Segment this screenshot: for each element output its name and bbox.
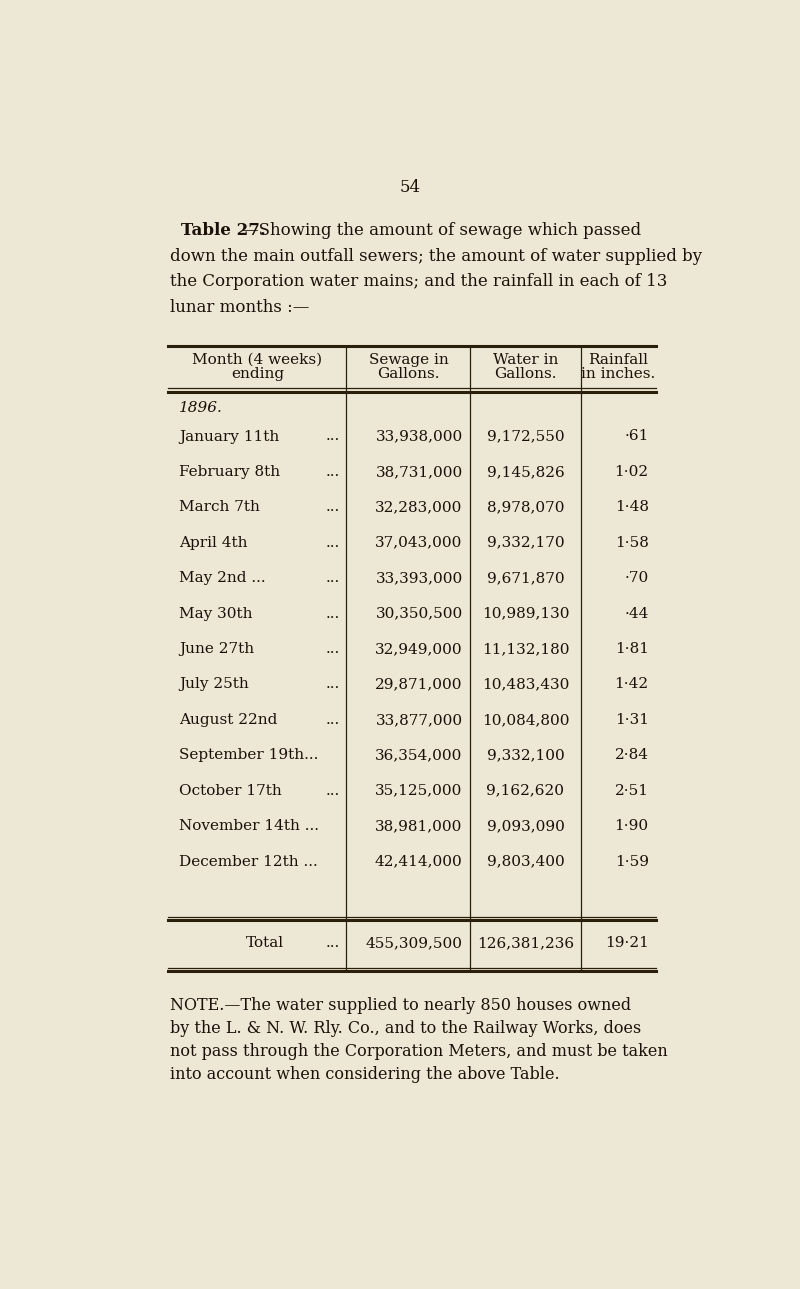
Text: in inches.: in inches.: [582, 367, 656, 382]
Text: by the L. & N. W. Rly. Co., and to the Railway Works, does: by the L. & N. W. Rly. Co., and to the R…: [170, 1020, 641, 1038]
Text: ·61: ·61: [624, 429, 649, 443]
Text: 42,414,000: 42,414,000: [375, 855, 462, 869]
Text: 9,671,870: 9,671,870: [486, 571, 564, 585]
Text: 33,393,000: 33,393,000: [375, 571, 462, 585]
Text: 8,978,070: 8,978,070: [486, 500, 564, 514]
Text: 1·81: 1·81: [614, 642, 649, 656]
Text: 11,132,180: 11,132,180: [482, 642, 570, 656]
Text: May 30th: May 30th: [179, 607, 253, 620]
Text: March 7th: March 7th: [179, 500, 260, 514]
Text: 33,938,000: 33,938,000: [375, 429, 462, 443]
Text: 33,877,000: 33,877,000: [375, 713, 462, 727]
Text: May 2nd ...: May 2nd ...: [179, 571, 266, 585]
Text: —Showing the amount of sewage which passed: —Showing the amount of sewage which pass…: [242, 223, 641, 240]
Text: 38,981,000: 38,981,000: [375, 819, 462, 833]
Text: the Corporation water mains; and the rainfall in each of 13: the Corporation water mains; and the rai…: [170, 273, 667, 290]
Text: ...: ...: [326, 500, 340, 514]
Text: 1·48: 1·48: [614, 500, 649, 514]
Text: 35,125,000: 35,125,000: [375, 784, 462, 798]
Text: Total: Total: [246, 936, 284, 950]
Text: down the main outfall sewers; the amount of water supplied by: down the main outfall sewers; the amount…: [170, 247, 702, 264]
Text: 455,309,500: 455,309,500: [366, 936, 462, 950]
Text: Gallons.: Gallons.: [378, 367, 440, 382]
Text: 9,145,826: 9,145,826: [486, 465, 564, 480]
Text: 32,949,000: 32,949,000: [375, 642, 462, 656]
Text: ...: ...: [326, 713, 340, 727]
Text: 1·58: 1·58: [615, 536, 649, 550]
Text: August 22nd: August 22nd: [179, 713, 278, 727]
Text: 29,871,000: 29,871,000: [375, 678, 462, 691]
Text: February 8th: February 8th: [179, 465, 280, 480]
Text: Table 27.: Table 27.: [182, 223, 266, 240]
Text: ·44: ·44: [624, 607, 649, 620]
Text: NOTE.—The water supplied to nearly 850 houses owned: NOTE.—The water supplied to nearly 850 h…: [170, 998, 631, 1014]
Text: 32,283,000: 32,283,000: [375, 500, 462, 514]
Text: 54: 54: [399, 178, 421, 196]
Text: 10,084,800: 10,084,800: [482, 713, 570, 727]
Text: 9,162,620: 9,162,620: [486, 784, 565, 798]
Text: Rainfall: Rainfall: [589, 353, 649, 366]
Text: Month (4 weeks): Month (4 weeks): [192, 353, 322, 366]
Text: 30,350,500: 30,350,500: [375, 607, 462, 620]
Text: ...: ...: [326, 536, 340, 550]
Text: 19·21: 19·21: [605, 936, 649, 950]
Text: 1·31: 1·31: [614, 713, 649, 727]
Text: ...: ...: [326, 571, 340, 585]
Text: ...: ...: [326, 678, 340, 691]
Text: October 17th: October 17th: [179, 784, 282, 798]
Text: lunar months :—: lunar months :—: [170, 299, 309, 316]
Text: ...: ...: [326, 465, 340, 480]
Text: 126,381,236: 126,381,236: [477, 936, 574, 950]
Text: Water in: Water in: [493, 353, 558, 366]
Text: Gallons.: Gallons.: [494, 367, 557, 382]
Text: 9,332,100: 9,332,100: [486, 749, 564, 762]
Text: 38,731,000: 38,731,000: [375, 465, 462, 480]
Text: Sewage in: Sewage in: [369, 353, 448, 366]
Text: 2·51: 2·51: [614, 784, 649, 798]
Text: 1·02: 1·02: [614, 465, 649, 480]
Text: ...: ...: [326, 607, 340, 620]
Text: July 25th: July 25th: [179, 678, 249, 691]
Text: September 19th...: September 19th...: [179, 749, 318, 762]
Text: June 27th: June 27th: [179, 642, 254, 656]
Text: 10,989,130: 10,989,130: [482, 607, 570, 620]
Text: not pass through the Corporation Meters, and must be taken: not pass through the Corporation Meters,…: [170, 1043, 667, 1061]
Text: ·70: ·70: [625, 571, 649, 585]
Text: ...: ...: [326, 784, 340, 798]
Text: 1896.: 1896.: [179, 401, 223, 415]
Text: ...: ...: [326, 936, 340, 950]
Text: 37,043,000: 37,043,000: [375, 536, 462, 550]
Text: April 4th: April 4th: [179, 536, 247, 550]
Text: 9,093,090: 9,093,090: [486, 819, 565, 833]
Text: ending: ending: [230, 367, 284, 382]
Text: 1·42: 1·42: [614, 678, 649, 691]
Text: 2·84: 2·84: [614, 749, 649, 762]
Text: 1·90: 1·90: [614, 819, 649, 833]
Text: ...: ...: [326, 642, 340, 656]
Text: November 14th ...: November 14th ...: [179, 819, 319, 833]
Text: 9,332,170: 9,332,170: [486, 536, 564, 550]
Text: December 12th ...: December 12th ...: [179, 855, 318, 869]
Text: into account when considering the above Table.: into account when considering the above …: [170, 1066, 559, 1083]
Text: 9,172,550: 9,172,550: [486, 429, 564, 443]
Text: 1·59: 1·59: [614, 855, 649, 869]
Text: January 11th: January 11th: [179, 429, 279, 443]
Text: 36,354,000: 36,354,000: [375, 749, 462, 762]
Text: 10,483,430: 10,483,430: [482, 678, 569, 691]
Text: 9,803,400: 9,803,400: [486, 855, 564, 869]
Text: ...: ...: [326, 429, 340, 443]
